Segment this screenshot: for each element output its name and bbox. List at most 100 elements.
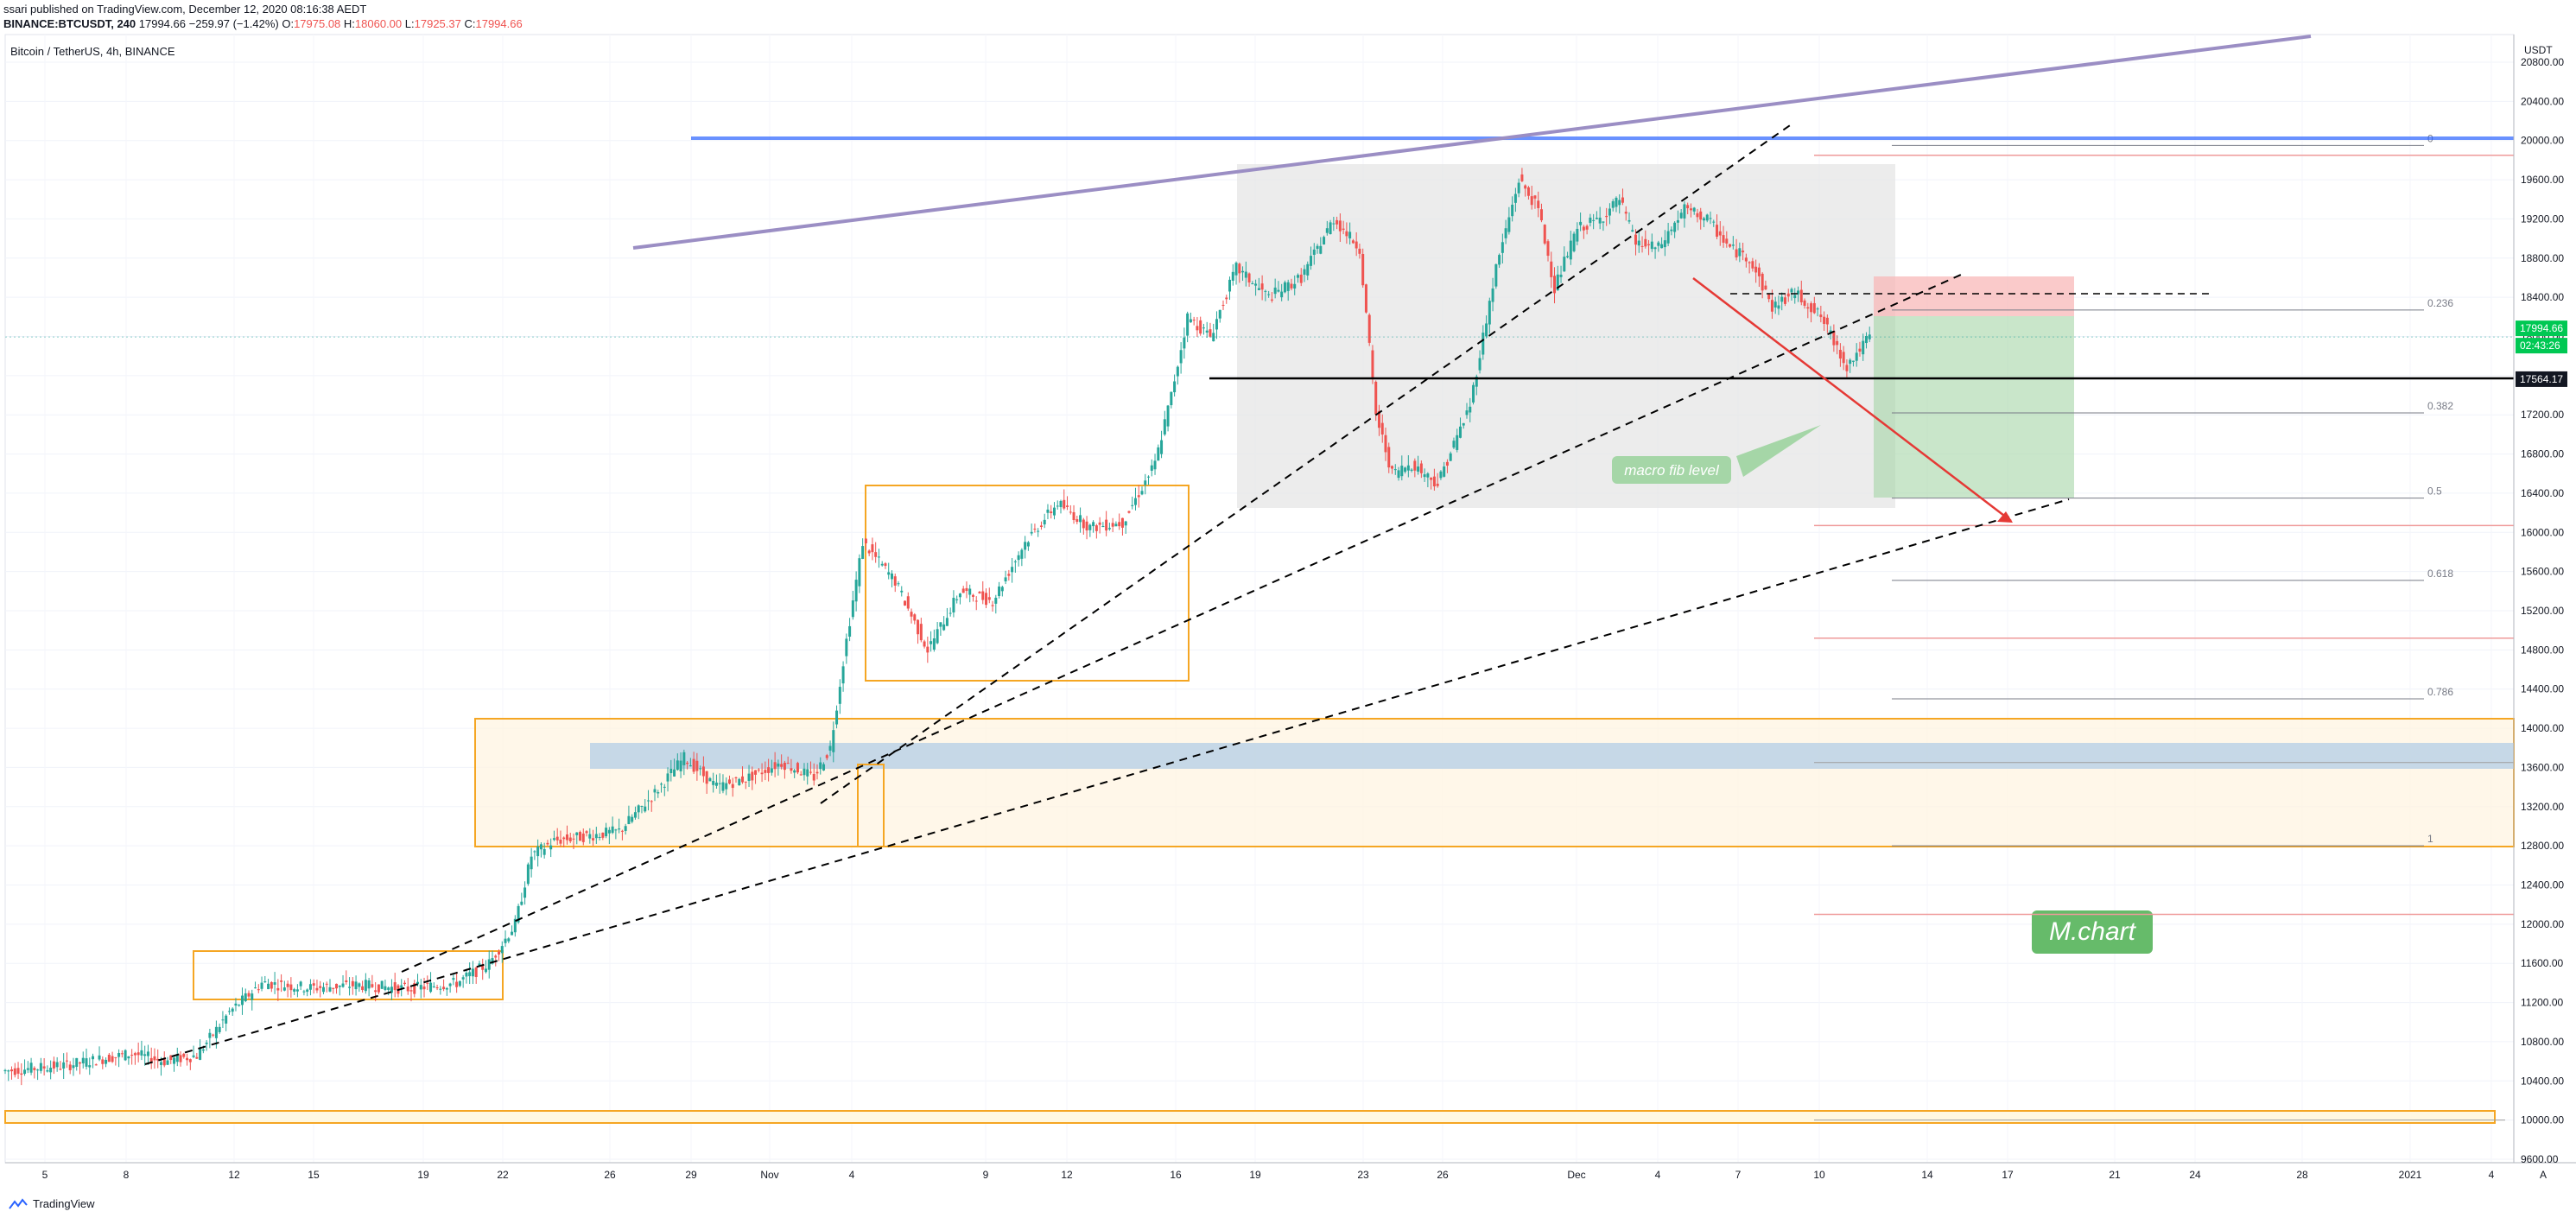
candle-body bbox=[731, 783, 734, 789]
candle-body bbox=[1702, 218, 1705, 221]
candle-body bbox=[1504, 228, 1507, 238]
time-tick-label: Nov bbox=[760, 1169, 778, 1181]
candle-body bbox=[533, 851, 536, 853]
candle-body bbox=[1849, 359, 1852, 365]
candle-body bbox=[1013, 561, 1017, 562]
candle-body bbox=[461, 977, 465, 980]
time-tick-label: 29 bbox=[685, 1169, 697, 1181]
projection-arrow[interactable] bbox=[1692, 277, 2012, 522]
candle-body bbox=[1270, 299, 1273, 301]
stop-loss-zone[interactable] bbox=[1874, 276, 2074, 316]
auto-scale-label[interactable]: A bbox=[2540, 1169, 2547, 1181]
orange-box-nov[interactable] bbox=[865, 485, 1190, 682]
candle-body bbox=[188, 1059, 192, 1063]
candle-body bbox=[1640, 245, 1644, 247]
candle-body bbox=[345, 980, 348, 983]
candle-body bbox=[341, 983, 345, 987]
candle-body bbox=[1085, 521, 1088, 531]
candle-body bbox=[1705, 214, 1709, 221]
candle-body bbox=[1312, 249, 1316, 255]
take-profit-zone[interactable] bbox=[1874, 316, 2074, 498]
candle-body bbox=[880, 563, 884, 566]
price-tick-label: 10400.00 bbox=[2521, 1075, 2564, 1087]
candle-body bbox=[1825, 317, 1829, 325]
candle-body bbox=[932, 638, 936, 650]
candle-body bbox=[637, 805, 640, 813]
candle-body bbox=[72, 1065, 75, 1069]
dashed-trend-line-3[interactable] bbox=[820, 123, 1793, 804]
candle-body bbox=[498, 951, 501, 955]
candles bbox=[3, 168, 1871, 1086]
candle-body bbox=[65, 1060, 68, 1062]
candle-body bbox=[429, 982, 433, 993]
candle-body bbox=[1469, 406, 1472, 413]
candle-body bbox=[815, 771, 819, 774]
candle-body bbox=[1092, 522, 1095, 527]
macro-fib-annotation[interactable] bbox=[1612, 456, 1731, 484]
candle-body bbox=[182, 1053, 186, 1057]
candle-body bbox=[1039, 525, 1043, 527]
price-tick-label: 10000.00 bbox=[2521, 1114, 2564, 1126]
candle-body bbox=[3, 1069, 7, 1072]
candle-body bbox=[1264, 290, 1267, 292]
candle-body bbox=[143, 1054, 147, 1056]
candle-body bbox=[156, 1058, 160, 1061]
candle-body bbox=[1037, 530, 1040, 532]
time-tick-label: 4 bbox=[2489, 1169, 2495, 1181]
trend-lines[interactable] bbox=[144, 35, 2514, 1065]
candle-body bbox=[1417, 466, 1420, 472]
candle-body bbox=[1579, 221, 1583, 225]
candle-body bbox=[838, 687, 841, 704]
candle-body bbox=[1316, 245, 1319, 250]
candle-body bbox=[13, 1068, 16, 1075]
candle-body bbox=[1238, 263, 1241, 274]
footer-brand[interactable]: TradingView bbox=[33, 1197, 95, 1210]
candle-body bbox=[942, 624, 946, 631]
candle-body bbox=[380, 980, 384, 989]
candle-body bbox=[1391, 466, 1394, 469]
candle-body bbox=[871, 544, 874, 553]
candle-body bbox=[579, 832, 582, 841]
dashed-trend-line-1[interactable] bbox=[144, 498, 2070, 1065]
fib-level-label: 0.786 bbox=[2427, 686, 2453, 698]
candle-body bbox=[809, 771, 812, 773]
candle-body bbox=[1241, 270, 1245, 273]
candle-body bbox=[1526, 187, 1530, 196]
candle-body bbox=[1228, 279, 1232, 292]
candle-body bbox=[1011, 567, 1014, 573]
candle-body bbox=[484, 968, 487, 973]
orange-box-small[interactable] bbox=[857, 764, 885, 847]
candle-body bbox=[1842, 352, 1845, 364]
price-tick-label: 16400.00 bbox=[2521, 487, 2564, 499]
candle-body bbox=[1163, 419, 1166, 435]
orange-zone-bottom[interactable] bbox=[4, 1110, 2496, 1124]
candle-body bbox=[140, 1050, 143, 1056]
candle-body bbox=[1803, 300, 1806, 306]
purple-trend-line[interactable] bbox=[632, 35, 2312, 250]
candle-body bbox=[949, 612, 952, 614]
candle-body bbox=[1566, 256, 1570, 257]
candle-body bbox=[175, 1054, 179, 1063]
candle-body bbox=[721, 782, 725, 791]
candle-body bbox=[848, 625, 852, 638]
candle-body bbox=[1430, 477, 1433, 480]
legend-title: Bitcoin / TetherUS, 4h, BINANCE bbox=[10, 45, 175, 58]
support-zone-box[interactable] bbox=[474, 718, 2515, 847]
candle-body bbox=[773, 762, 777, 770]
price-tick-label: 11600.00 bbox=[2521, 957, 2563, 969]
price-tick-label: 19600.00 bbox=[2521, 174, 2564, 186]
orange-box-oct[interactable] bbox=[193, 950, 504, 1000]
candle-body bbox=[218, 1026, 221, 1032]
candle-body bbox=[1621, 197, 1624, 203]
open-label: O: bbox=[282, 17, 295, 30]
candle-body bbox=[1082, 519, 1085, 529]
candle-body bbox=[295, 989, 299, 992]
time-tick-label: 21 bbox=[2109, 1169, 2121, 1181]
blue-band[interactable] bbox=[590, 743, 2514, 769]
candle-body bbox=[1170, 391, 1173, 406]
candle-body bbox=[555, 836, 559, 841]
consolidation-box[interactable] bbox=[1237, 164, 1895, 508]
candle-body bbox=[971, 594, 974, 597]
